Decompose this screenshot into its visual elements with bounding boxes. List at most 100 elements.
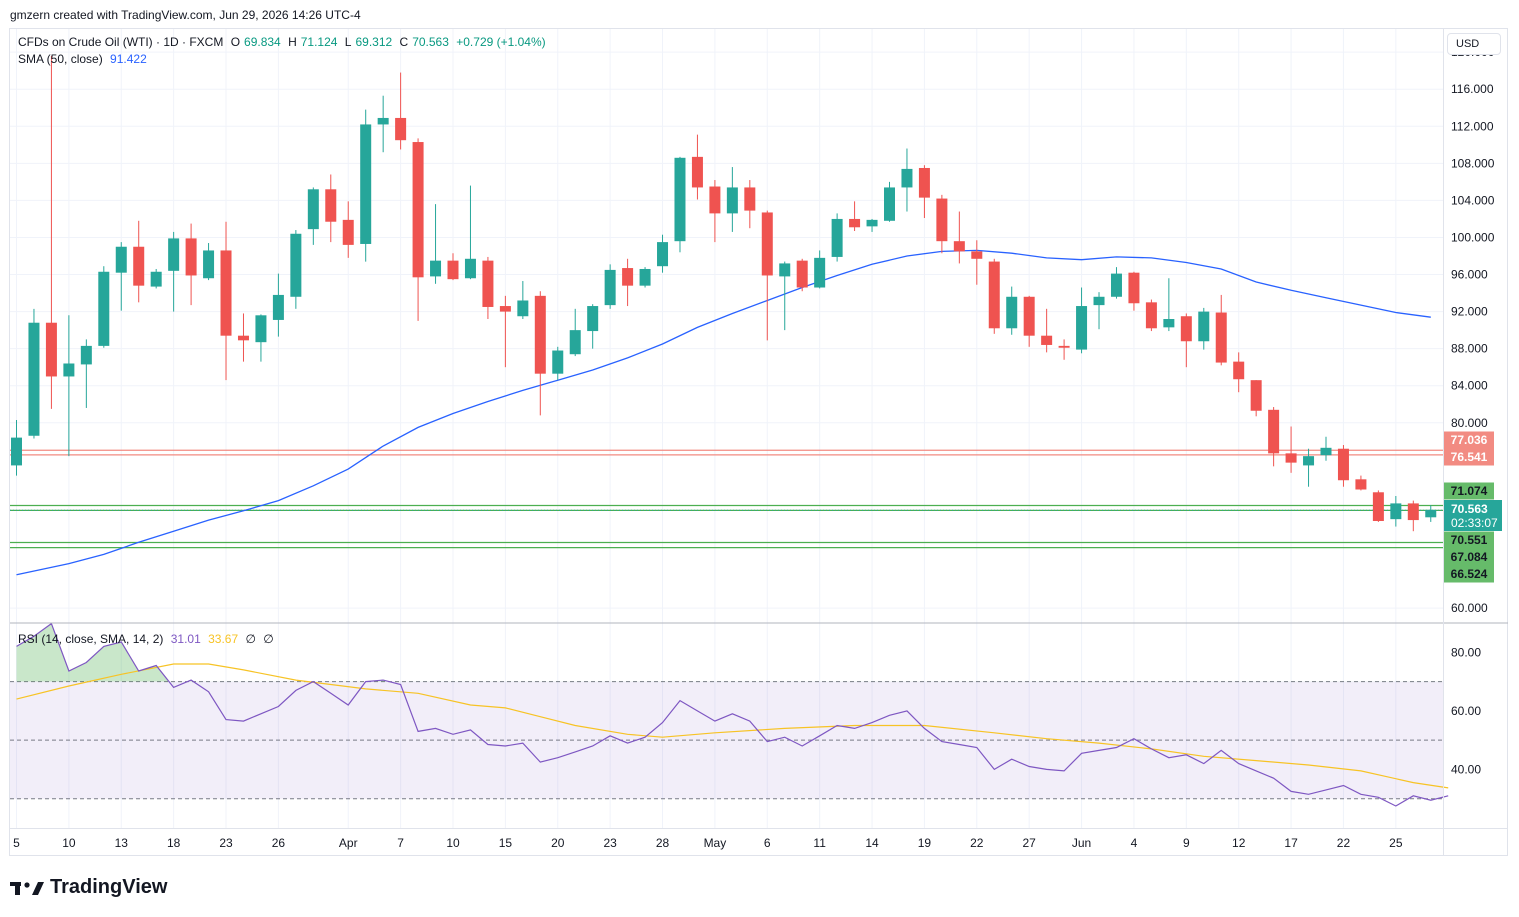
candle-body [11,437,22,466]
time-tick-label: 25 [1389,836,1403,850]
candle [1058,339,1070,360]
candle [499,295,511,368]
candle [290,230,302,309]
high-value: 71.124 [300,35,338,49]
candle [1337,445,1349,487]
time-tick-label: 11 [813,836,826,850]
time-tick-label: 17 [1284,836,1298,850]
candle [325,174,337,243]
candle [133,220,145,303]
candle-body [1128,272,1140,304]
candle-body [1390,503,1402,520]
candle-body [237,335,249,341]
low-value: 69.312 [355,35,393,49]
rsi-tick-label: 60.00 [1451,704,1481,718]
price-tick-label: 112.000 [1451,119,1494,133]
change-value: +0.729 (+1.04%) [456,35,546,49]
candle-body [988,261,1000,329]
ohlc-values: O 69.834 H 71.124 L 69.312 C 70.563 +0.729 (… [231,35,550,49]
candle-body [272,294,284,320]
candle [1110,267,1122,299]
candle-body [674,157,686,242]
resistance-label-upper-text: 77.036 [1451,433,1488,447]
candle [1390,495,1402,527]
candle-body [953,241,965,252]
main-legend: CFDs on Crude Oil (WTI) · 1D · FXCM O 69.… [18,35,554,49]
support-label-4: 66.524 [1444,565,1494,583]
candle-body [884,187,895,221]
candle [395,72,407,150]
candle [761,210,773,341]
support-label-1-text: 71.074 [1451,484,1488,498]
candle [1198,307,1210,350]
candle [220,221,232,381]
candle-body [1372,492,1384,522]
support-label-2-text: 70.551 [1451,533,1488,547]
close-label: C [399,35,409,49]
candle-body [98,271,110,346]
candle [360,109,372,262]
time-tick-label: 27 [1023,836,1037,850]
candle-body [1145,302,1157,329]
candle-body [412,142,424,278]
candle-body [971,251,983,259]
time-tick-label: Jun [1072,836,1091,850]
candle-body [517,300,529,317]
time-tick-label: 9 [1183,836,1190,850]
rsi-ma-line [16,663,1449,789]
time-tick-label: 28 [656,836,670,850]
last-price-value: 70.563 [1451,502,1488,516]
candle [342,201,354,258]
candle [884,181,895,222]
rsi-label[interactable]: RSI (14, close, SMA, 14, 2) [18,632,164,646]
symbol-title[interactable]: CFDs on Crude Oil (WTI) · 1D · FXCM [18,35,224,49]
candle-body [587,306,599,332]
sma-label[interactable]: SMA (50, close) [18,52,103,66]
candle [1372,490,1384,522]
candle [272,273,284,337]
price-tick-label: 116.000 [1451,82,1494,96]
candle [1180,313,1192,368]
time-tick-label: 19 [918,836,932,850]
price-tick-label: 96.000 [1451,268,1488,282]
time-tick-label: 6 [764,836,771,850]
candle-body [185,238,197,276]
candle-body [45,322,57,377]
last-price-countdown: 02:33:07 [1451,516,1498,530]
support-label-3-bg [1444,548,1494,566]
candle [11,420,22,476]
support-label-2-bg [1444,531,1494,549]
candle-body [430,260,442,277]
candle-body [1250,380,1262,411]
candle-body [499,306,511,312]
price-levels [10,449,1443,549]
candle [1093,292,1105,330]
candle-body [377,117,389,125]
candle-body [203,250,215,279]
tradingview-logo[interactable]: TradingView [10,876,167,899]
rsi-value: 31.01 [170,632,201,646]
candle-body [657,242,669,267]
candle [1285,426,1297,473]
candle [255,314,267,362]
price-tick-label: 100.000 [1451,230,1495,244]
candle [796,258,808,292]
currency-selector[interactable]: USD [1447,33,1501,55]
resistance-label-lower: 76.541 [1444,448,1494,466]
candle-body [1268,409,1280,454]
candle [918,165,930,219]
time-tick-label: 7 [397,836,404,850]
candle [1250,380,1262,417]
rsi-legend: RSI (14, close, SMA, 14, 2) 31.01 33.67 … [18,632,278,646]
support-label-4-bg [1444,565,1494,583]
candle-body [1303,456,1315,466]
price-tick-label: 104.000 [1451,193,1495,207]
candle-body [307,189,319,230]
candle-body [80,345,92,365]
rsi-extra-2: ∅ [263,632,274,646]
candle [587,304,599,349]
candle [866,218,878,232]
candle-body [796,260,808,288]
